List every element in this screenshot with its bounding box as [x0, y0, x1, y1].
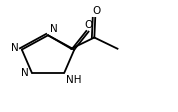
- Text: NH: NH: [66, 75, 82, 85]
- Text: N: N: [50, 24, 58, 34]
- Text: O: O: [92, 6, 100, 16]
- Text: N: N: [11, 43, 19, 53]
- Text: N: N: [21, 68, 29, 78]
- Text: O: O: [84, 20, 93, 30]
